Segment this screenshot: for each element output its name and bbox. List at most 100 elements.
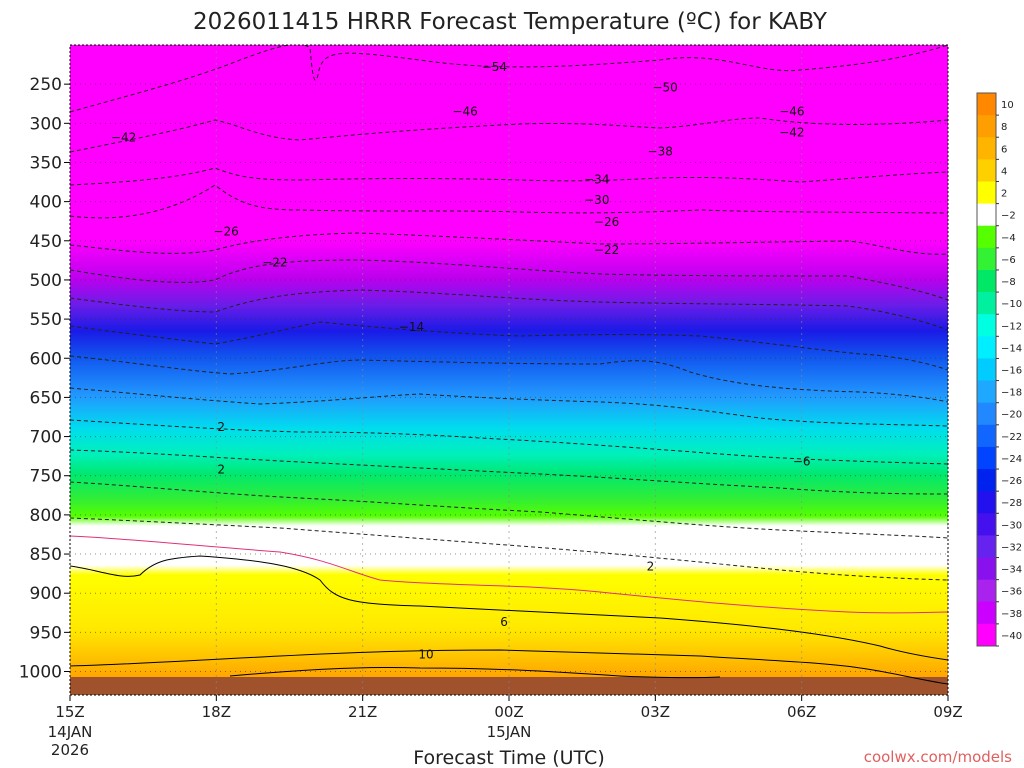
colorbar-label: −10 [1001, 299, 1022, 310]
y-tick-label: 250 [30, 75, 62, 95]
colorbar-swatch [977, 269, 996, 293]
colorbar-label: −22 [1001, 432, 1022, 443]
colorbar-label: −4 [1001, 233, 1016, 244]
y-tick-label: 550 [30, 310, 62, 330]
colorbar-label: −32 [1001, 542, 1022, 553]
colorbar-label: −6 [1001, 255, 1016, 266]
y-tick-label: 300 [30, 114, 62, 134]
contour-label: 2 [217, 420, 225, 434]
colorbar-swatch [977, 557, 996, 581]
contour-label: −22 [262, 256, 287, 270]
colorbar-swatch [977, 159, 996, 182]
colorbar-swatch [977, 314, 996, 337]
contour-line [70, 517, 948, 581]
colorbar-label: 8 [1001, 122, 1007, 133]
colorbar-label: −16 [1001, 366, 1022, 377]
contour-line [70, 387, 948, 427]
contour-label: −46 [779, 105, 804, 119]
colorbar-swatch [977, 247, 996, 271]
y-tick-label: 650 [30, 388, 62, 408]
colorbar-label: −24 [1001, 454, 1022, 465]
x-tick-label: 09Z [933, 703, 962, 721]
contour-line [70, 419, 948, 465]
contour-line [70, 184, 948, 219]
colorbar-swatch [977, 601, 996, 625]
x-tick-sublabel: 2026 [51, 741, 89, 759]
colorbar-label: −36 [1001, 587, 1022, 598]
colorbar-swatch [977, 181, 996, 205]
y-tick-label: 500 [30, 271, 62, 291]
colorbar-swatch [977, 446, 996, 470]
contour-line [70, 649, 948, 685]
y-tick-label: 750 [30, 467, 62, 487]
contour-line [70, 449, 948, 495]
colorbar-label: 2 [1001, 189, 1007, 200]
y-tick-label: 450 [30, 232, 62, 252]
colorbar-swatch [977, 336, 996, 359]
colorbar-label: −20 [1001, 410, 1022, 421]
colorbar-label: −38 [1001, 609, 1022, 620]
chart-title: 2026011415 HRRR Forecast Temperature (ºC… [193, 9, 828, 35]
y-tick-label: 800 [30, 506, 62, 526]
y-tick-label: 850 [30, 545, 62, 565]
colorbar-swatch [977, 491, 996, 514]
x-tick-label: 21Z [348, 703, 377, 721]
contour-line [70, 555, 948, 661]
colorbar-label: −12 [1001, 321, 1022, 332]
colorbar-frame [976, 92, 997, 647]
contour-label: −14 [399, 320, 424, 334]
colorbar-label: 6 [1001, 144, 1007, 155]
contour-label: 2 [217, 462, 225, 476]
y-tick-label: 950 [30, 623, 62, 643]
colorbar-swatch [977, 225, 996, 249]
contour-line [70, 481, 948, 539]
contour-label: −34 [584, 173, 609, 187]
contour-label: −38 [648, 145, 673, 159]
contour-label: −54 [482, 60, 507, 74]
x-tick-label: 15Z [55, 703, 84, 721]
y-tick-label: 600 [30, 349, 62, 369]
ground-surface [70, 677, 948, 695]
colorbar-label: −28 [1001, 498, 1022, 509]
colorbar-swatch [977, 93, 996, 116]
colorbar-swatch [977, 623, 996, 647]
contour-line [70, 535, 948, 614]
colorbar-label: −18 [1001, 388, 1022, 399]
colorbar-swatch [977, 402, 996, 426]
colorbar-swatch [977, 115, 996, 138]
y-tick-label: 400 [30, 193, 62, 213]
x-tick-label: 18Z [202, 703, 231, 721]
colorbar-swatch [977, 579, 996, 603]
credit-link[interactable]: coolwx.com/models [864, 748, 1012, 766]
colorbar-swatch [977, 358, 996, 382]
x-tick-label: 03Z [641, 703, 670, 721]
colorbar-label: −34 [1001, 565, 1022, 576]
contour-label: −46 [452, 105, 477, 119]
contour-label: −22 [594, 243, 619, 257]
contour-labels: −54 −50 −46 −46 −42 −42 −38 −34 −30 −26 −26 −22 −22 −… [111, 60, 811, 661]
contour-label: −42 [111, 130, 136, 144]
colorbar-swatch [977, 380, 996, 404]
contour-label: 6 [500, 615, 508, 629]
y-tick-label: 350 [30, 153, 62, 173]
contour-label: −26 [594, 215, 619, 229]
contour-line [70, 289, 948, 331]
x-axis-label: Forecast Time (UTC) [413, 747, 604, 768]
contour-label: 10 [418, 647, 433, 661]
contour-label: −50 [652, 80, 677, 94]
colorbar-label: −40 [1001, 631, 1022, 642]
colorbar-swatch [977, 424, 996, 448]
plot-area: −54 −50 −46 −46 −42 −42 −38 −34 −30 −26 −26 −22 −22 −… [70, 45, 948, 695]
contour-line [229, 666, 721, 679]
x-tick-label: 00Z [494, 703, 523, 721]
contour-line [70, 232, 948, 255]
y-tick-label: 700 [30, 428, 62, 448]
contour-line [70, 321, 948, 371]
contour-label: −42 [779, 126, 804, 140]
colorbar-label: −8 [1001, 277, 1016, 288]
y-tick-label: 900 [30, 584, 62, 604]
contour-lines [70, 45, 948, 685]
contour-label: −30 [584, 193, 609, 207]
